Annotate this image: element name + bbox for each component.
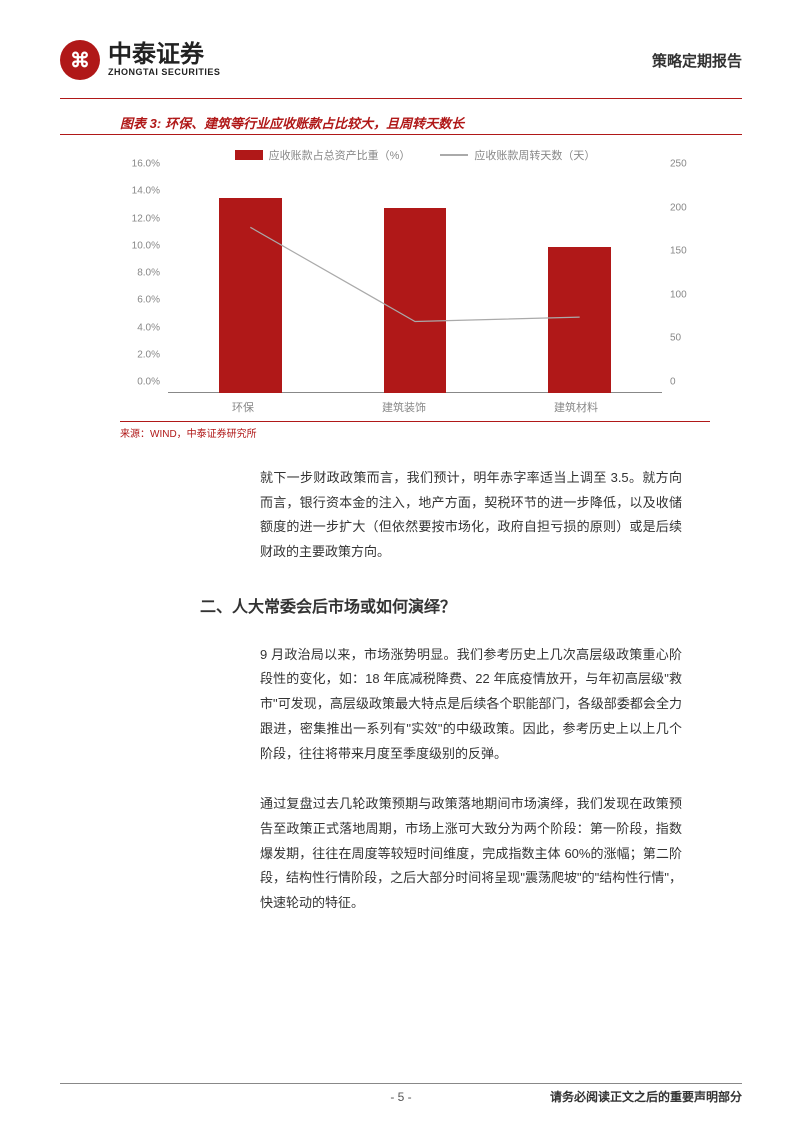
y-left-tick: 16.0% (132, 159, 160, 170)
y-left-tick: 14.0% (132, 186, 160, 197)
y-left-tick: 0.0% (137, 377, 160, 388)
page-number: - 5 - (390, 1090, 411, 1104)
section-heading-2: 二、人大常委会后市场或如何演绎？ (200, 593, 682, 617)
y-right-tick: 0 (670, 377, 676, 388)
x-category-label: 建筑材料 (554, 399, 598, 415)
x-category-label: 环保 (232, 399, 254, 415)
header-rule (60, 98, 742, 99)
y-left-tick: 8.0% (137, 268, 160, 279)
chart-label: 图表 3: (120, 113, 161, 132)
page-footer: - 5 - 请务必阅读正文之后的重要声明部分 (60, 1083, 742, 1105)
legend-bar: 应收账款占总资产比重（%） (235, 147, 411, 163)
x-axis: 环保 建筑装饰 建筑材料 (168, 399, 662, 415)
y-right-tick: 250 (670, 159, 687, 170)
legend-line: 应收账款周转天数（天） (440, 147, 595, 163)
y-right-tick: 200 (670, 202, 687, 213)
legend-line-label: 应收账款周转天数（天） (474, 147, 595, 163)
legend-bar-label: 应收账款占总资产比重（%） (269, 147, 411, 163)
legend-bar-swatch (235, 150, 263, 160)
y-right-tick: 50 (670, 333, 681, 344)
y-left-tick: 2.0% (137, 349, 160, 360)
y-left-tick: 12.0% (132, 213, 160, 224)
chart-source: 来源：WIND，中泰证券研究所 (120, 421, 710, 440)
y-left-tick: 4.0% (137, 322, 160, 333)
line-series (168, 175, 662, 393)
y-right-tick: 100 (670, 289, 687, 300)
footer-disclaimer: 请务必阅读正文之后的重要声明部分 (550, 1088, 742, 1105)
paragraph-3: 通过复盘过去几轮政策预期与政策落地期间市场演绎，我们发现在政策预告至政策正式落地… (260, 792, 682, 915)
chart-title: 环保、建筑等行业应收账款占比较大，且周转天数长 (165, 113, 464, 132)
paragraph-1: 就下一步财政政策而言，我们预计，明年赤字率适当上调至 3.5。就方向而言，银行资… (260, 466, 682, 565)
logo-icon: ⌘ (60, 40, 100, 80)
chart-container: 应收账款占总资产比重（%） 应收账款周转天数（天） 0.0% 2.0% 4.0% 6.… (120, 141, 710, 421)
page-header: ⌘ 中泰证券 ZHONGTAI SECURITIES 策略定期报告 (60, 30, 742, 90)
y-right-tick: 150 (670, 246, 687, 257)
y-left-tick: 10.0% (132, 240, 160, 251)
chart-title-row: 图表 3: 环保、建筑等行业应收账款占比较大，且周转天数长 (60, 113, 742, 135)
logo-glyph: ⌘ (70, 48, 90, 73)
report-type: 策略定期报告 (652, 50, 742, 71)
logo-text-cn: 中泰证券 (108, 43, 220, 67)
y-axis-right: 050100150200250 (662, 175, 710, 393)
chart-legend: 应收账款占总资产比重（%） 应收账款周转天数（天） (120, 141, 710, 167)
logo-text-en: ZHONGTAI SECURITIES (108, 67, 220, 77)
y-axis-left: 0.0%2.0%4.0%6.0%8.0%10.0%12.0%14.0%16.0% (120, 175, 168, 393)
plot-area (168, 175, 662, 393)
logo-block: ⌘ 中泰证券 ZHONGTAI SECURITIES (60, 40, 220, 80)
x-category-label: 建筑装饰 (382, 399, 426, 415)
y-left-tick: 6.0% (137, 295, 160, 306)
legend-line-swatch (440, 154, 468, 156)
paragraph-2: 9 月政治局以来，市场涨势明显。我们参考历史上几次高层级政策重心阶段性的变化，如… (260, 643, 682, 766)
